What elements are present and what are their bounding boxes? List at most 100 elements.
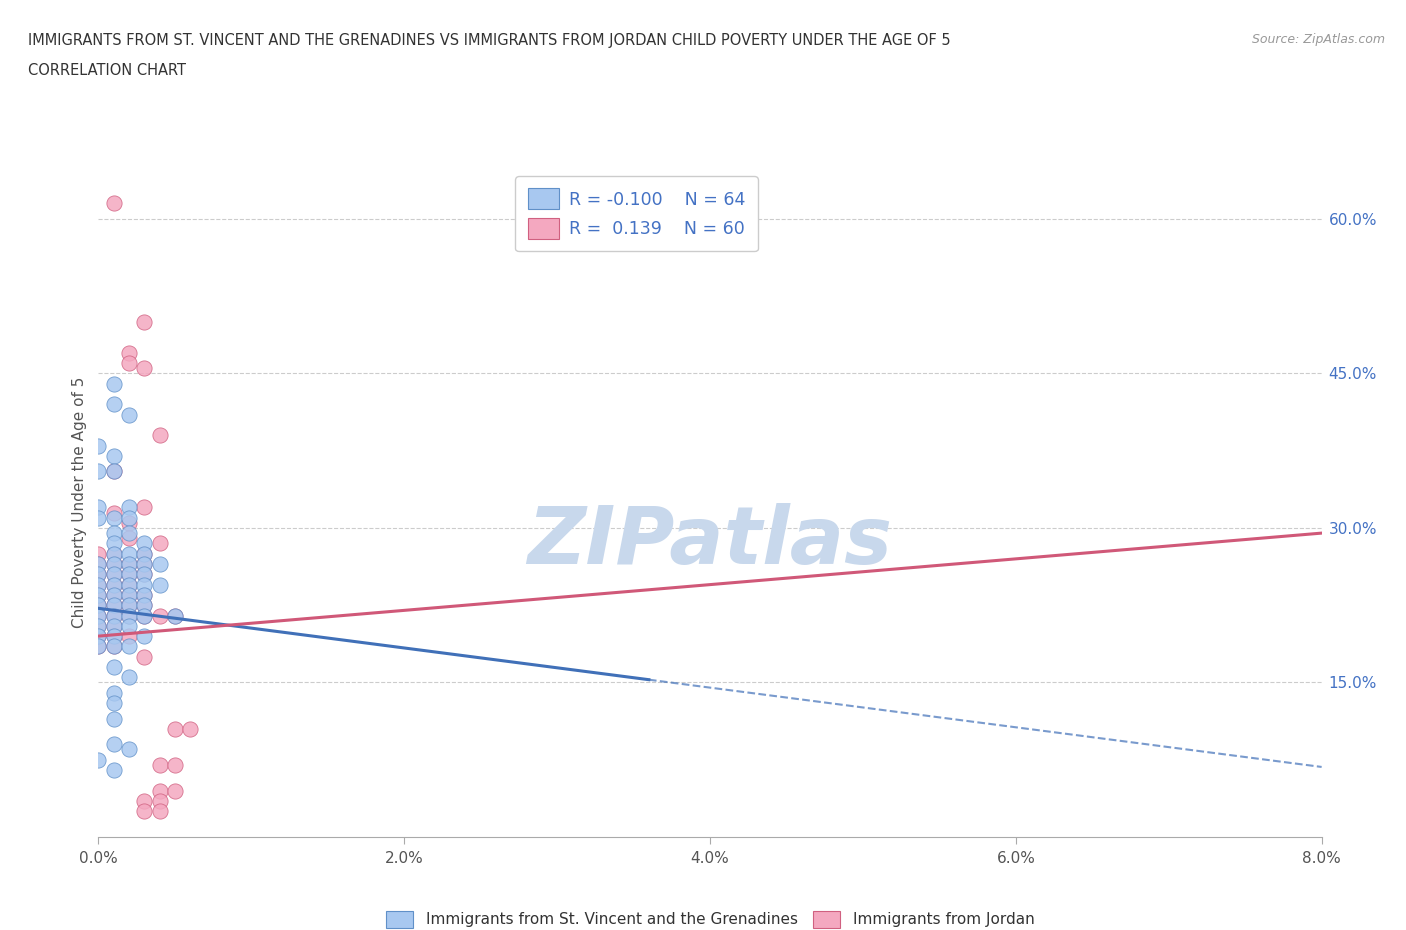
Point — [103, 464, 125, 479]
Point — [118, 742, 141, 757]
Point — [118, 500, 141, 515]
Point — [149, 578, 172, 592]
Point — [118, 618, 141, 633]
Point — [103, 578, 125, 592]
Point — [134, 314, 156, 329]
Point — [103, 505, 125, 520]
Point — [87, 567, 110, 582]
Point — [134, 598, 156, 613]
Point — [87, 639, 110, 654]
Point — [103, 536, 125, 551]
Point — [103, 546, 125, 561]
Point — [118, 511, 141, 525]
Point — [103, 608, 125, 623]
Legend: Immigrants from St. Vincent and the Grenadines, Immigrants from Jordan: Immigrants from St. Vincent and the Gren… — [380, 905, 1040, 930]
Point — [118, 525, 141, 540]
Point — [103, 629, 125, 644]
Point — [87, 578, 110, 592]
Point — [103, 588, 125, 603]
Point — [87, 500, 110, 515]
Point — [118, 588, 141, 603]
Point — [103, 448, 125, 463]
Point — [134, 608, 156, 623]
Point — [149, 757, 172, 772]
Point — [118, 588, 141, 603]
Point — [103, 711, 125, 726]
Point — [134, 588, 156, 603]
Point — [134, 629, 156, 644]
Point — [87, 618, 110, 633]
Point — [118, 639, 141, 654]
Point — [87, 438, 110, 453]
Point — [103, 578, 125, 592]
Point — [103, 511, 125, 525]
Point — [134, 649, 156, 664]
Point — [134, 546, 156, 561]
Point — [134, 567, 156, 582]
Point — [118, 556, 141, 571]
Point — [103, 196, 125, 211]
Point — [118, 598, 141, 613]
Point — [87, 556, 110, 571]
Text: CORRELATION CHART: CORRELATION CHART — [28, 63, 186, 78]
Point — [134, 361, 156, 376]
Point — [163, 608, 186, 623]
Point — [103, 464, 125, 479]
Point — [149, 793, 172, 808]
Point — [118, 578, 141, 592]
Point — [118, 629, 141, 644]
Point — [103, 546, 125, 561]
Point — [103, 567, 125, 582]
Point — [118, 515, 141, 530]
Point — [103, 696, 125, 711]
Y-axis label: Child Poverty Under the Age of 5: Child Poverty Under the Age of 5 — [72, 377, 87, 628]
Point — [118, 567, 141, 582]
Point — [103, 397, 125, 412]
Point — [103, 763, 125, 777]
Point — [87, 639, 110, 654]
Point — [87, 752, 110, 767]
Point — [103, 629, 125, 644]
Point — [103, 556, 125, 571]
Point — [87, 464, 110, 479]
Point — [87, 567, 110, 582]
Point — [87, 598, 110, 613]
Point — [118, 355, 141, 370]
Point — [149, 556, 172, 571]
Point — [134, 536, 156, 551]
Point — [118, 608, 141, 623]
Point — [103, 618, 125, 633]
Point — [103, 377, 125, 392]
Point — [103, 685, 125, 700]
Text: Source: ZipAtlas.com: Source: ZipAtlas.com — [1251, 33, 1385, 46]
Point — [87, 588, 110, 603]
Point — [87, 608, 110, 623]
Point — [134, 598, 156, 613]
Point — [87, 608, 110, 623]
Point — [87, 588, 110, 603]
Point — [134, 793, 156, 808]
Text: IMMIGRANTS FROM ST. VINCENT AND THE GRENADINES VS IMMIGRANTS FROM JORDAN CHILD P: IMMIGRANTS FROM ST. VINCENT AND THE GREN… — [28, 33, 950, 47]
Point — [103, 608, 125, 623]
Point — [87, 556, 110, 571]
Point — [87, 629, 110, 644]
Point — [118, 608, 141, 623]
Point — [103, 525, 125, 540]
Point — [118, 578, 141, 592]
Point — [118, 598, 141, 613]
Point — [149, 783, 172, 798]
Point — [103, 618, 125, 633]
Point — [103, 659, 125, 674]
Point — [118, 531, 141, 546]
Point — [163, 608, 186, 623]
Point — [179, 722, 201, 737]
Point — [103, 556, 125, 571]
Point — [87, 578, 110, 592]
Point — [118, 407, 141, 422]
Point — [134, 804, 156, 818]
Point — [149, 536, 172, 551]
Point — [103, 588, 125, 603]
Point — [103, 737, 125, 751]
Point — [118, 345, 141, 360]
Point — [149, 608, 172, 623]
